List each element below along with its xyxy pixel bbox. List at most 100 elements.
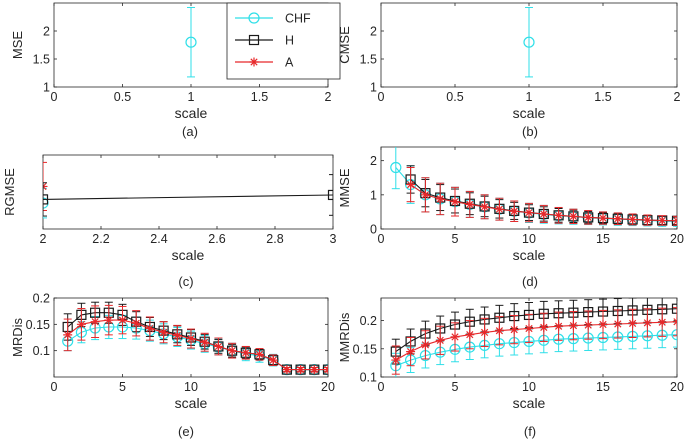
series-chf	[523, 6, 535, 78]
x-axis-label: scale	[513, 105, 546, 121]
data-point	[172, 330, 182, 340]
data-point	[76, 319, 86, 329]
data-point	[391, 355, 401, 365]
data-point	[568, 321, 578, 331]
x-tick-label: 10	[184, 380, 198, 394]
series-a	[43, 161, 48, 211]
data-point	[628, 318, 638, 328]
data-layer	[43, 161, 333, 219]
chart-panel-f: 0 5 10 15 20 0.1 0.15 0.2 scale MMRDis (f)	[337, 297, 684, 439]
panel-caption: (f)	[524, 424, 536, 439]
y-tick-label: 1	[370, 81, 377, 95]
x-tick-label: 20	[321, 380, 335, 394]
series-chf	[185, 6, 197, 78]
data-point	[159, 327, 169, 337]
legend-label: H	[285, 34, 294, 48]
data-point	[642, 215, 652, 225]
data-point	[509, 206, 519, 216]
data-point	[568, 211, 578, 221]
x-tick-label: 0.5	[446, 90, 463, 104]
x-tick-label: 2.6	[208, 232, 225, 246]
data-point	[598, 320, 608, 330]
x-tick-label: 2	[40, 232, 47, 246]
data-layer	[62, 301, 328, 376]
data-point	[186, 334, 196, 344]
chart-panel-d: 0 5 10 15 20 0 1 2 scale MMSE (d)	[337, 146, 684, 289]
data-point	[435, 335, 445, 345]
y-tick-label: 1	[370, 188, 377, 202]
data-point	[524, 208, 534, 218]
x-tick-label: 5	[452, 380, 459, 394]
panel-caption: (a)	[182, 124, 198, 139]
series-a	[391, 307, 677, 375]
data-point	[523, 36, 535, 48]
data-point	[282, 365, 292, 375]
data-point	[480, 202, 490, 212]
y-tick-label: 0.1	[33, 344, 50, 358]
data-point	[657, 317, 667, 327]
data-point	[480, 327, 490, 337]
data-point	[613, 319, 623, 329]
data-point	[494, 204, 504, 214]
data-point	[241, 348, 251, 358]
x-tick-label: 2	[325, 90, 332, 104]
y-axis-label: MMSE	[337, 168, 352, 207]
data-point	[390, 161, 402, 174]
data-point	[494, 326, 504, 336]
x-tick-label: 1.5	[594, 90, 611, 104]
data-point	[327, 189, 333, 201]
y-tick-label: 2	[43, 25, 50, 39]
data-layer	[523, 6, 535, 78]
y-axis-label: CMSE	[337, 26, 352, 64]
chart-panel-c: 2 2.2 2.4 2.6 2.8 3 scale RGMSE (c)	[2, 154, 337, 289]
data-layer	[185, 6, 197, 78]
y-tick-label: 1.5	[360, 53, 377, 67]
chart-panel-e: 0 5 10 15 20 0.1 0.15 0.2 scale MRDis (e)	[10, 292, 335, 440]
y-tick-label: 0	[370, 223, 377, 237]
x-tick-label: 0	[378, 380, 385, 394]
data-point	[598, 213, 608, 223]
series-a	[63, 304, 328, 375]
data-point	[465, 330, 475, 340]
data-point	[200, 337, 210, 347]
data-point	[255, 349, 264, 359]
x-tick-label: 0	[378, 232, 385, 246]
data-point	[539, 322, 549, 332]
data-point	[90, 317, 100, 327]
data-point	[420, 340, 430, 350]
y-axis-label: RGMSE	[2, 168, 17, 216]
data-point	[420, 190, 430, 200]
legend-marker	[249, 57, 259, 67]
x-tick-label: 0	[378, 90, 385, 104]
data-point	[131, 318, 141, 328]
x-tick-label: 1	[526, 90, 533, 104]
series-a	[406, 167, 677, 226]
x-tick-label: 15	[596, 380, 610, 394]
data-point	[509, 325, 519, 335]
y-tick-label: 2	[370, 25, 377, 39]
y-axis-label: MMRDis	[337, 312, 352, 362]
x-axis-label: scale	[175, 105, 208, 121]
data-point	[450, 197, 460, 207]
data-point	[296, 365, 306, 375]
x-tick-label: 2.8	[266, 232, 283, 246]
legend-box	[226, 2, 341, 80]
data-point	[671, 303, 677, 314]
x-tick-label: 1	[188, 90, 195, 104]
panel-caption: (e)	[178, 424, 194, 439]
data-layer	[390, 147, 677, 228]
data-point	[227, 346, 237, 356]
panel-caption: (c)	[178, 274, 193, 289]
y-axis-label: MRDis	[10, 318, 25, 357]
legend-item-chf: CHF	[235, 12, 311, 26]
y-tick-label: 0.15	[353, 342, 377, 356]
x-tick-label: 0	[51, 380, 58, 394]
legend: CHF HA	[226, 2, 341, 80]
x-tick-label: 2.4	[150, 232, 167, 246]
data-point	[583, 320, 593, 330]
legend-item-h: H	[235, 34, 294, 48]
x-tick-label: 15	[253, 380, 267, 394]
legend-marker	[248, 34, 260, 46]
